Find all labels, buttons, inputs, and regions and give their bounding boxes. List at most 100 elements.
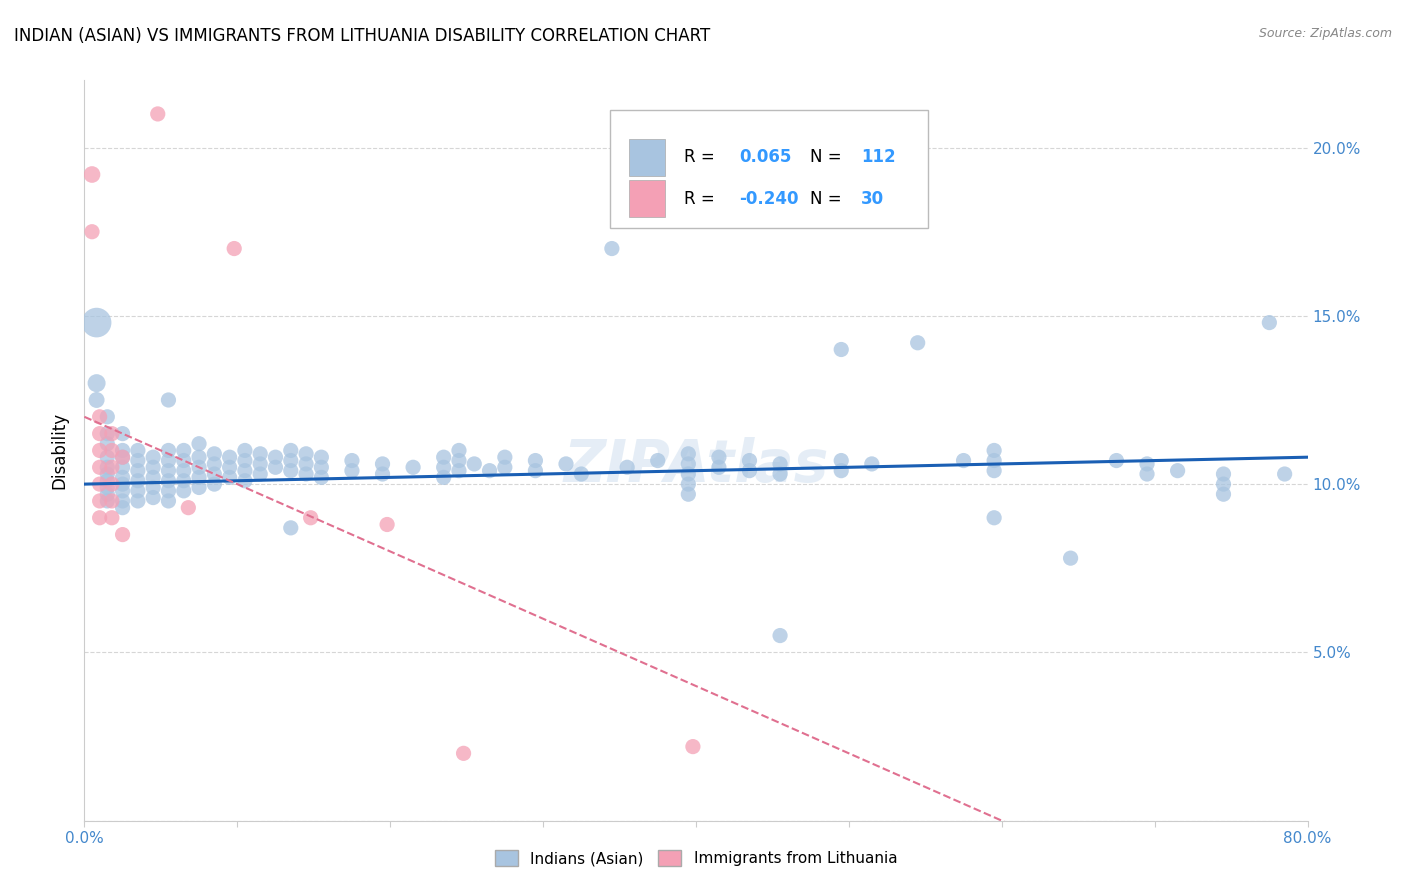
Point [188,470,211,484]
Bar [628,180,665,218]
Point [233,474,256,488]
Point [555,457,578,471]
Point [89,494,111,508]
Point [616,460,638,475]
Point [127,443,149,458]
Point [983,510,1005,524]
Point [707,450,730,465]
Point [249,457,271,471]
Point [89,460,111,475]
Point [1212,467,1234,481]
Point [402,460,425,475]
Point [111,426,134,441]
Point [188,436,211,450]
Point [89,443,111,458]
Point [249,447,271,461]
Point [371,467,394,481]
Point [678,487,700,501]
Point [218,460,240,475]
Text: INDIAN (ASIAN) VS IMMIGRANTS FROM LITHUANIA DISABILITY CORRELATION CHART: INDIAN (ASIAN) VS IMMIGRANTS FROM LITHUA… [14,27,710,45]
Point [96,450,118,465]
Point [433,450,456,465]
Point [89,510,111,524]
Point [371,457,394,471]
Point [447,453,470,467]
Point [678,477,700,491]
Point [127,474,149,488]
Point [1274,467,1296,481]
Point [447,443,470,458]
Point [311,460,333,475]
Point [157,443,180,458]
Point [1212,487,1234,501]
Text: -0.240: -0.240 [738,190,799,208]
Point [146,107,169,121]
Bar [628,139,665,176]
Point [173,464,195,478]
Point [111,450,134,465]
Point [678,467,700,481]
Point [769,628,792,642]
Point [111,500,134,515]
Point [769,467,792,481]
FancyBboxPatch shape [610,110,928,228]
Text: N =: N = [810,148,846,166]
Point [463,457,485,471]
Point [860,457,883,471]
Point [433,460,456,475]
Point [769,457,792,471]
Point [830,343,852,357]
Point [101,510,124,524]
Point [524,464,547,478]
Point [89,409,111,424]
Point [494,460,516,475]
Point [682,739,704,754]
Point [111,483,134,498]
Point [173,474,195,488]
Y-axis label: Disability: Disability [51,412,69,489]
Point [375,517,398,532]
Point [494,450,516,465]
Point [295,457,318,471]
Point [1167,464,1189,478]
Point [233,453,256,467]
Text: R =: R = [683,148,720,166]
Point [177,500,200,515]
Point [280,443,302,458]
Point [447,464,470,478]
Point [157,474,180,488]
Point [86,376,108,391]
Point [142,470,165,484]
Point [127,494,149,508]
Point [1212,477,1234,491]
Point [952,453,974,467]
Point [157,453,180,467]
Point [127,464,149,478]
Point [157,494,180,508]
Point [202,447,225,461]
Point [188,460,211,475]
Point [340,453,363,467]
Point [233,443,256,458]
Point [295,447,318,461]
Point [478,464,501,478]
Point [830,453,852,467]
Point [142,450,165,465]
Point [224,242,246,256]
Point [453,747,475,761]
Point [80,168,103,182]
Point [127,483,149,498]
Point [738,453,761,467]
Point [311,470,333,484]
Point [600,242,623,256]
Point [96,480,118,494]
Point [101,494,124,508]
Point [89,426,111,441]
Text: 112: 112 [860,148,896,166]
Point [907,335,929,350]
Point [1258,316,1281,330]
Point [96,460,118,475]
Point [264,450,287,465]
Point [202,467,225,481]
Point [678,457,700,471]
